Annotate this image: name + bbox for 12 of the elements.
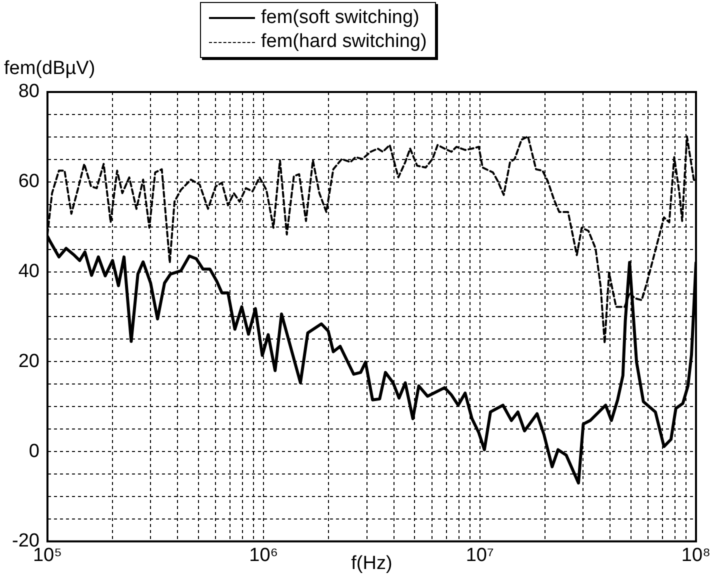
legend-label: fem(soft switching) [261, 7, 420, 29]
y-tick-label: 40 [18, 260, 40, 282]
x-tick-label: 10⁷ [466, 545, 494, 566]
legend-label: fem(hard switching) [261, 31, 427, 53]
y-tick-label: 80 [18, 81, 40, 102]
x-axis-title: f(Hz) [351, 552, 392, 574]
y-axis-title: fem(dBµV) [4, 58, 96, 80]
y-tick-label: 20 [18, 350, 40, 372]
y-tick-label: 0 [28, 440, 40, 462]
x-tick-label: 10⁶ [249, 545, 278, 566]
y-tick-label: 60 [18, 171, 40, 192]
x-tick-label: 10⁸ [681, 545, 711, 566]
